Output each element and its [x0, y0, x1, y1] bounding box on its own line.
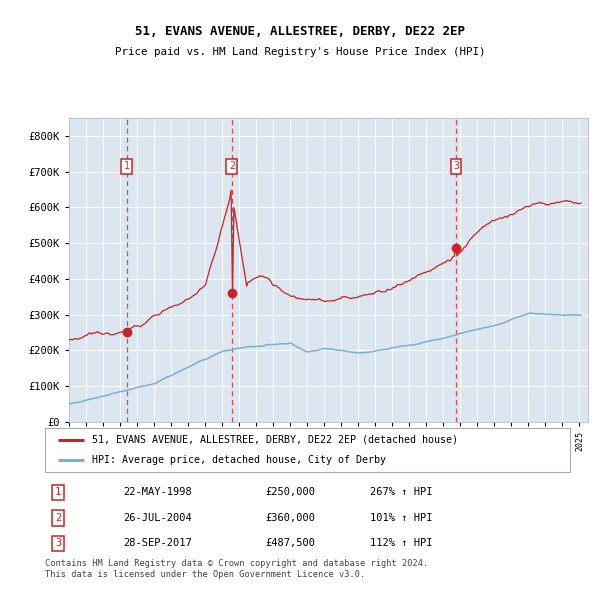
Text: 2: 2 — [55, 513, 61, 523]
Text: £250,000: £250,000 — [265, 487, 316, 497]
Text: 112% ↑ HPI: 112% ↑ HPI — [371, 539, 433, 549]
Text: 28-SEP-2017: 28-SEP-2017 — [124, 539, 193, 549]
Text: 22-MAY-1998: 22-MAY-1998 — [124, 487, 193, 497]
Text: 101% ↑ HPI: 101% ↑ HPI — [371, 513, 433, 523]
Text: £360,000: £360,000 — [265, 513, 316, 523]
Text: 1: 1 — [124, 161, 130, 171]
Text: 3: 3 — [453, 161, 459, 171]
Text: Contains HM Land Registry data © Crown copyright and database right 2024.
This d: Contains HM Land Registry data © Crown c… — [45, 559, 428, 579]
Text: 267% ↑ HPI: 267% ↑ HPI — [371, 487, 433, 497]
Text: 3: 3 — [55, 539, 61, 549]
Text: Price paid vs. HM Land Registry's House Price Index (HPI): Price paid vs. HM Land Registry's House … — [115, 47, 485, 57]
Text: 26-JUL-2004: 26-JUL-2004 — [124, 513, 193, 523]
Text: 2: 2 — [229, 161, 235, 171]
Text: 51, EVANS AVENUE, ALLESTREE, DERBY, DE22 2EP (detached house): 51, EVANS AVENUE, ALLESTREE, DERBY, DE22… — [92, 435, 458, 445]
Text: £487,500: £487,500 — [265, 539, 316, 549]
Text: 1: 1 — [55, 487, 61, 497]
Text: HPI: Average price, detached house, City of Derby: HPI: Average price, detached house, City… — [92, 455, 386, 465]
Text: 51, EVANS AVENUE, ALLESTREE, DERBY, DE22 2EP: 51, EVANS AVENUE, ALLESTREE, DERBY, DE22… — [135, 25, 465, 38]
